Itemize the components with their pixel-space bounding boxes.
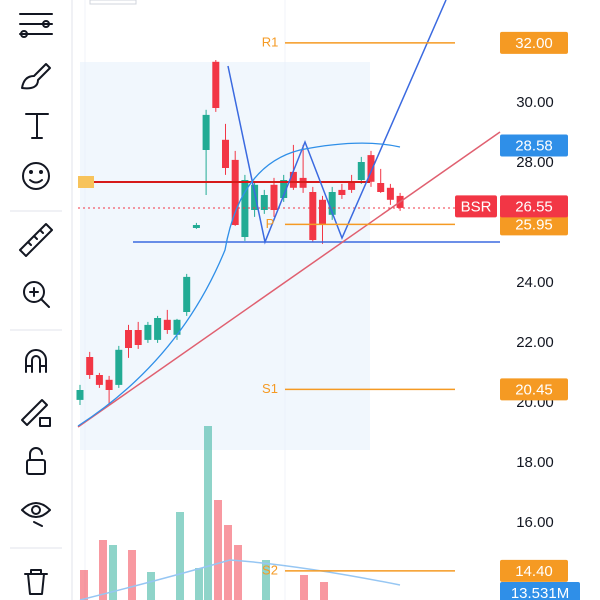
price-badge	[500, 31, 568, 54]
moving-average	[77, 142, 401, 427]
price-badge-text: 32.00	[515, 35, 553, 52]
candle-body	[125, 330, 132, 348]
price-badge-text: 28.58	[515, 137, 553, 154]
candle-body	[328, 192, 336, 215]
candle-body	[212, 61, 220, 108]
y-tick-label: 22.00	[516, 334, 554, 351]
candle-body	[289, 171, 297, 188]
tool-delete[interactable]	[24, 569, 48, 595]
candle-body	[105, 379, 113, 390]
trend-line	[77, 131, 501, 428]
tool-text[interactable]	[25, 113, 49, 139]
volume-bar	[195, 568, 203, 600]
pivot-label: P	[266, 216, 275, 231]
volume-ma	[79, 559, 401, 600]
y-tick-label: 18.00	[516, 454, 554, 471]
volume-bar	[128, 550, 136, 600]
price-badge-text: 20.45	[515, 381, 553, 398]
price-badge	[500, 559, 568, 582]
volume-bar	[300, 575, 308, 600]
volume-badge-text: 13.531M	[511, 585, 569, 600]
candle-body	[183, 276, 191, 312]
candle-body	[154, 318, 162, 340]
tool-brush[interactable]	[21, 63, 51, 90]
candle-body	[134, 330, 142, 345]
price-badge	[500, 134, 568, 157]
y-tick-label: 30.00	[516, 94, 554, 111]
candle-body	[163, 319, 171, 330]
volume-bar	[99, 540, 107, 600]
price-badge-text: 26.55	[515, 198, 553, 215]
tool-lock-drawing[interactable]	[21, 399, 51, 427]
candle-body	[319, 199, 326, 225]
tool-emoji[interactable]	[22, 162, 50, 190]
volume-bar	[204, 426, 212, 600]
price-badge-text: 25.95	[515, 216, 553, 233]
candle-body	[280, 180, 288, 198]
candle-body	[357, 162, 365, 180]
candle-body	[76, 390, 84, 400]
candle-body	[270, 184, 278, 210]
volume-bar	[320, 582, 328, 600]
volume-bar	[80, 570, 88, 600]
volume-bar	[214, 500, 222, 600]
candle-body	[144, 324, 152, 340]
candle-body	[338, 189, 346, 195]
line-handle[interactable]	[78, 176, 94, 188]
candle-body	[309, 192, 317, 240]
candle-body	[86, 357, 94, 375]
tag-badge	[455, 195, 497, 218]
volume-badge	[500, 582, 580, 600]
pivot-label: S1	[262, 381, 278, 396]
candle-body	[95, 375, 103, 385]
candle-body	[222, 139, 229, 168]
zigzag-pattern	[227, 0, 447, 245]
tool-unlock[interactable]	[26, 447, 46, 475]
candle-body	[377, 183, 385, 192]
candle-body	[386, 187, 394, 200]
tool-visibility[interactable]	[21, 502, 51, 527]
candle-body	[260, 195, 268, 210]
volume-bar	[147, 572, 155, 600]
candle-body	[115, 349, 123, 385]
tool-ruler[interactable]	[19, 223, 53, 257]
candle-body	[367, 155, 375, 182]
volume-pane	[79, 426, 401, 600]
tool-zoom[interactable]	[23, 281, 50, 308]
tool-magnet[interactable]	[25, 349, 47, 373]
candle-body	[251, 184, 259, 210]
candle-body	[173, 319, 181, 335]
volume-bar	[109, 545, 117, 600]
y-tick-label: 28.00	[516, 154, 554, 171]
pivot-label: S2	[262, 562, 278, 577]
top-widget[interactable]	[89, 0, 137, 5]
y-tick-label: 16.00	[516, 514, 554, 531]
price-badge	[500, 378, 568, 401]
price-badge	[500, 195, 568, 218]
candle-body	[348, 183, 356, 190]
candle-body	[192, 225, 200, 228]
candle-body	[202, 114, 210, 150]
candle-body	[231, 159, 239, 225]
volume-bar	[224, 525, 232, 600]
y-tick-label: 24.00	[516, 274, 554, 291]
price-badge	[500, 213, 568, 236]
tool-trendlines[interactable]	[19, 13, 53, 38]
volume-bar	[262, 560, 270, 600]
toolbar	[10, 13, 62, 595]
tag-badge-text: BSR	[461, 198, 492, 215]
price-badge-text: 14.40	[515, 563, 553, 580]
pivot-label: R1	[262, 34, 279, 49]
volume-bar	[176, 512, 184, 600]
volume-bar	[234, 545, 242, 600]
